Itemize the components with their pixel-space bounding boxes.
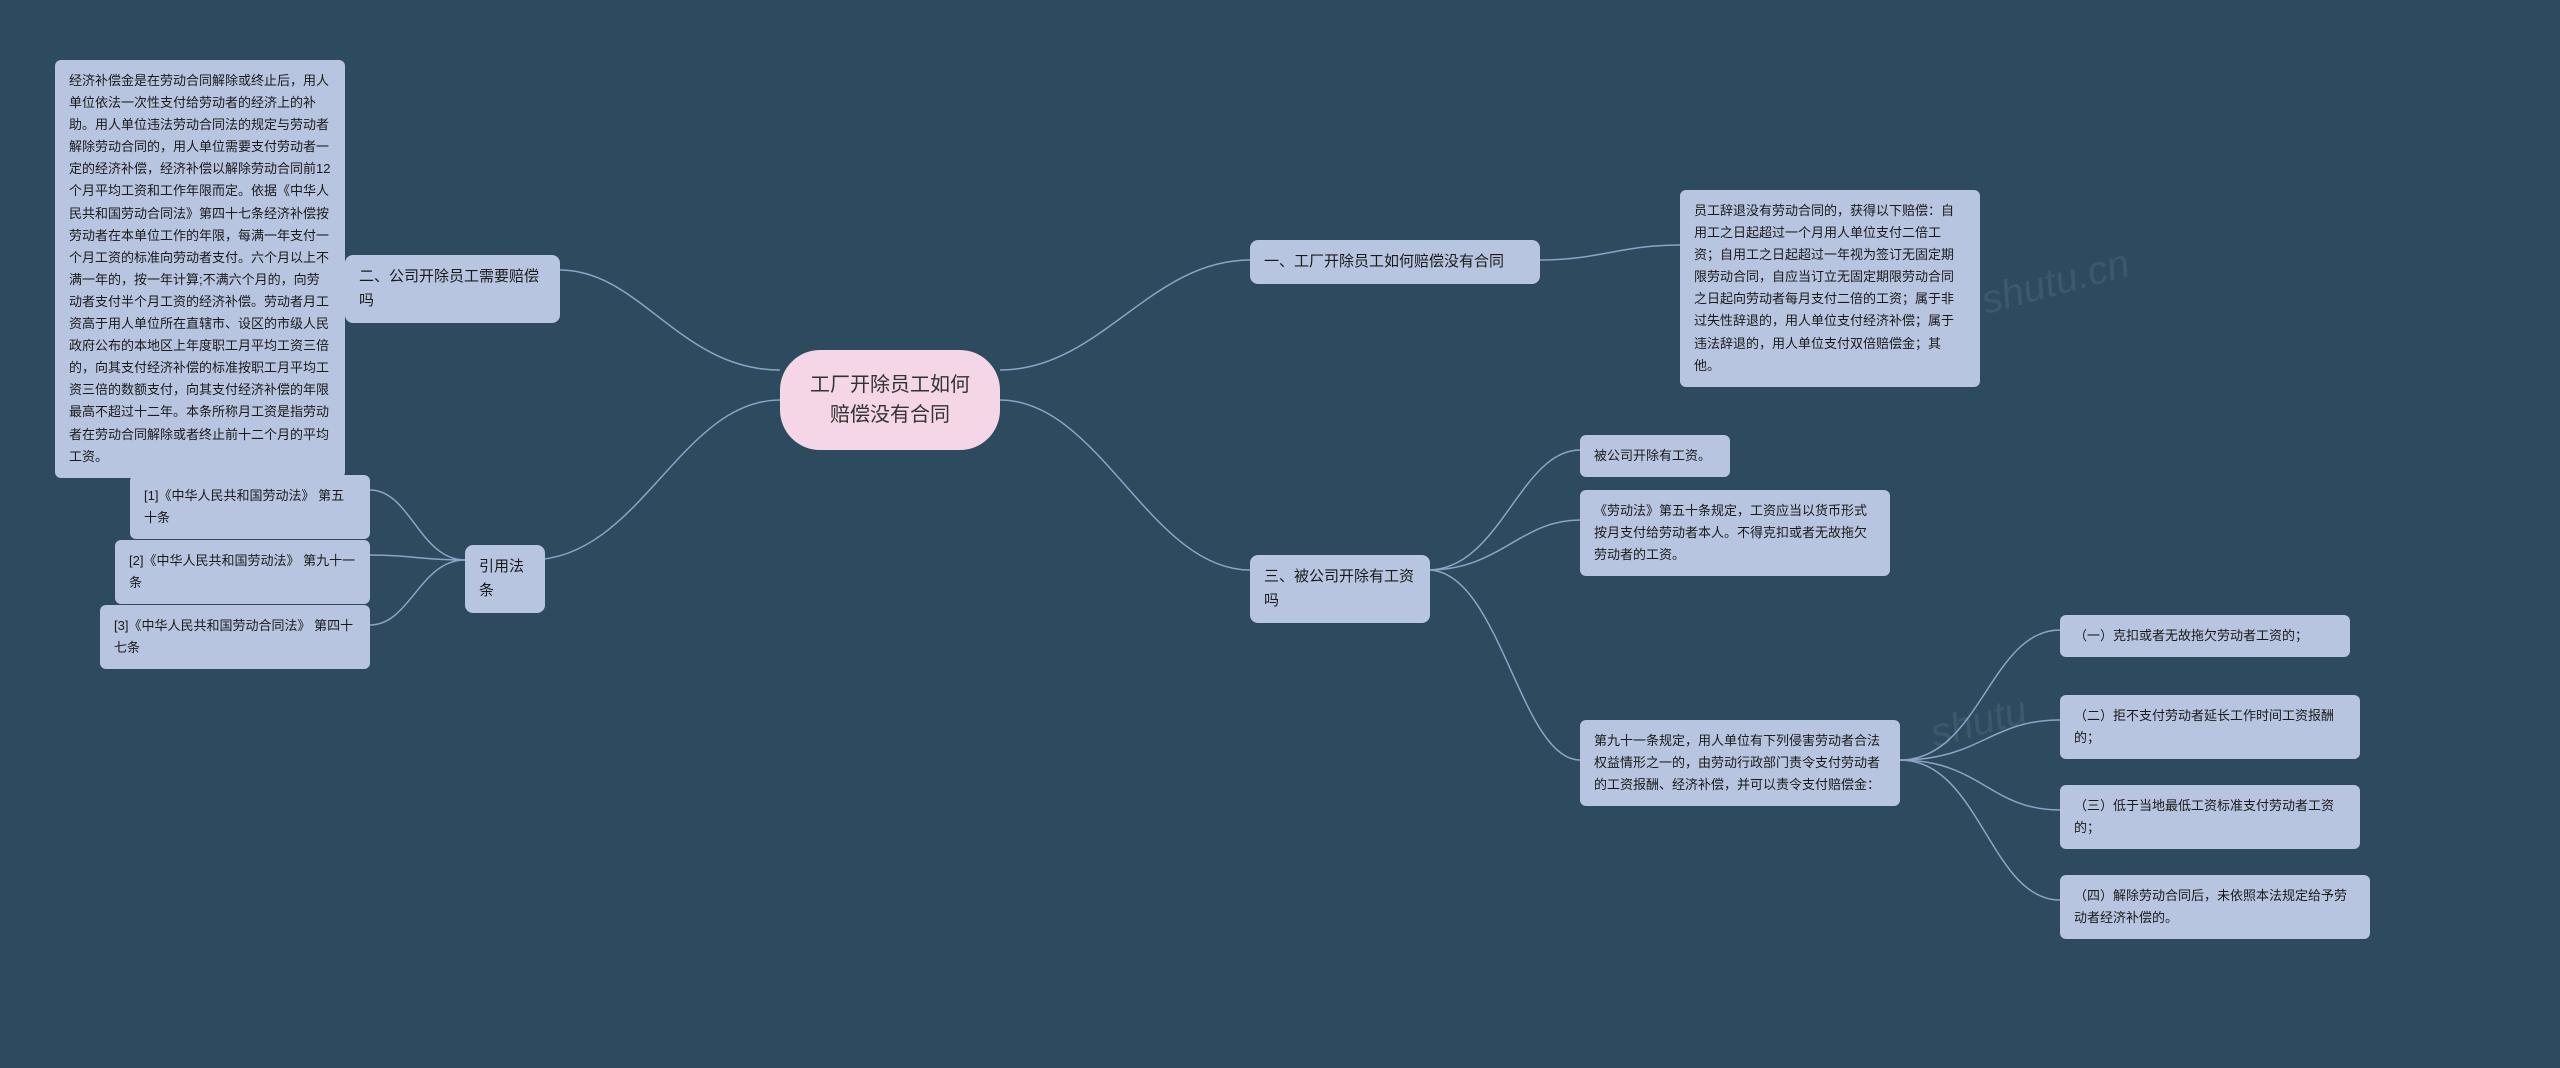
branch-3-leaf3-text: 第九十一条规定，用人单位有下列侵害劳动者合法权益情形之一的，由劳动行政部门责令支… [1594,733,1880,792]
branch-4-leaf3: [3]《中华人民共和国劳动合同法》 第四十七条 [100,605,370,669]
branch-4-leaf2-text: [2]《中华人民共和国劳动法》 第九十一条 [129,553,355,590]
branch-3-sub3: （三）低于当地最低工资标准支付劳动者工资的； [2060,785,2360,849]
watermark: shutu [1926,688,2032,757]
branch-3-leaf3: 第九十一条规定，用人单位有下列侵害劳动者合法权益情形之一的，由劳动行政部门责令支… [1580,720,1900,806]
branch-1-leaf-text: 员工辞退没有劳动合同的，获得以下赔偿：自用工之日起超过一个月用人单位支付二倍工资… [1694,203,1954,373]
branch-4-leaf2: [2]《中华人民共和国劳动法》 第九十一条 [115,540,370,604]
branch-3-leaf2-text: 《劳动法》第五十条规定，工资应当以货币形式按月支付给劳动者本人。不得克扣或者无故… [1594,503,1867,562]
branch-3-sub2: （二）拒不支付劳动者延长工作时间工资报酬的； [2060,695,2360,759]
branch-3-sub3-text: （三）低于当地最低工资标准支付劳动者工资的； [2074,798,2334,835]
branch-3: 三、被公司开除有工资吗 [1250,555,1430,623]
branch-3-sub2-text: （二）拒不支付劳动者延长工作时间工资报酬的； [2074,708,2334,745]
branch-1-label: 一、工厂开除员工如何赔偿没有合同 [1264,253,1504,270]
branch-1: 一、工厂开除员工如何赔偿没有合同 [1250,240,1540,284]
branch-3-label: 三、被公司开除有工资吗 [1264,568,1414,609]
center-title: 工厂开除员工如何赔偿没有合同 [810,374,970,426]
branch-2-label: 二、公司开除员工需要赔偿吗 [359,268,539,309]
watermark: shutu.cn [1977,241,2135,324]
branch-3-leaf2: 《劳动法》第五十条规定，工资应当以货币形式按月支付给劳动者本人。不得克扣或者无故… [1580,490,1890,576]
branch-3-sub1: （一）克扣或者无故拖欠劳动者工资的； [2060,615,2350,657]
branch-2-leaf: 经济补偿金是在劳动合同解除或终止后，用人单位依法一次性支付给劳动者的经济上的补助… [55,60,345,478]
branch-2: 二、公司开除员工需要赔偿吗 [345,255,560,323]
branch-3-leaf1: 被公司开除有工资。 [1580,435,1730,477]
branch-3-sub4: （四）解除劳动合同后，未依照本法规定给予劳动者经济补偿的。 [2060,875,2370,939]
branch-1-leaf: 员工辞退没有劳动合同的，获得以下赔偿：自用工之日起超过一个月用人单位支付二倍工资… [1680,190,1980,387]
branch-4-leaf3-text: [3]《中华人民共和国劳动合同法》 第四十七条 [114,618,353,655]
branch-3-sub4-text: （四）解除劳动合同后，未依照本法规定给予劳动者经济补偿的。 [2074,888,2347,925]
branch-3-leaf1-text: 被公司开除有工资。 [1594,448,1711,463]
branch-3-sub1-text: （一）克扣或者无故拖欠劳动者工资的； [2074,628,2308,643]
branch-4-leaf1-text: [1]《中华人民共和国劳动法》 第五十条 [144,488,344,525]
branch-4-leaf1: [1]《中华人民共和国劳动法》 第五十条 [130,475,370,539]
branch-4-label: 引用法条 [479,558,524,599]
branch-2-leaf-text: 经济补偿金是在劳动合同解除或终止后，用人单位依法一次性支付给劳动者的经济上的补助… [69,73,330,464]
center-node: 工厂开除员工如何赔偿没有合同 [780,350,1000,450]
branch-4: 引用法条 [465,545,545,613]
